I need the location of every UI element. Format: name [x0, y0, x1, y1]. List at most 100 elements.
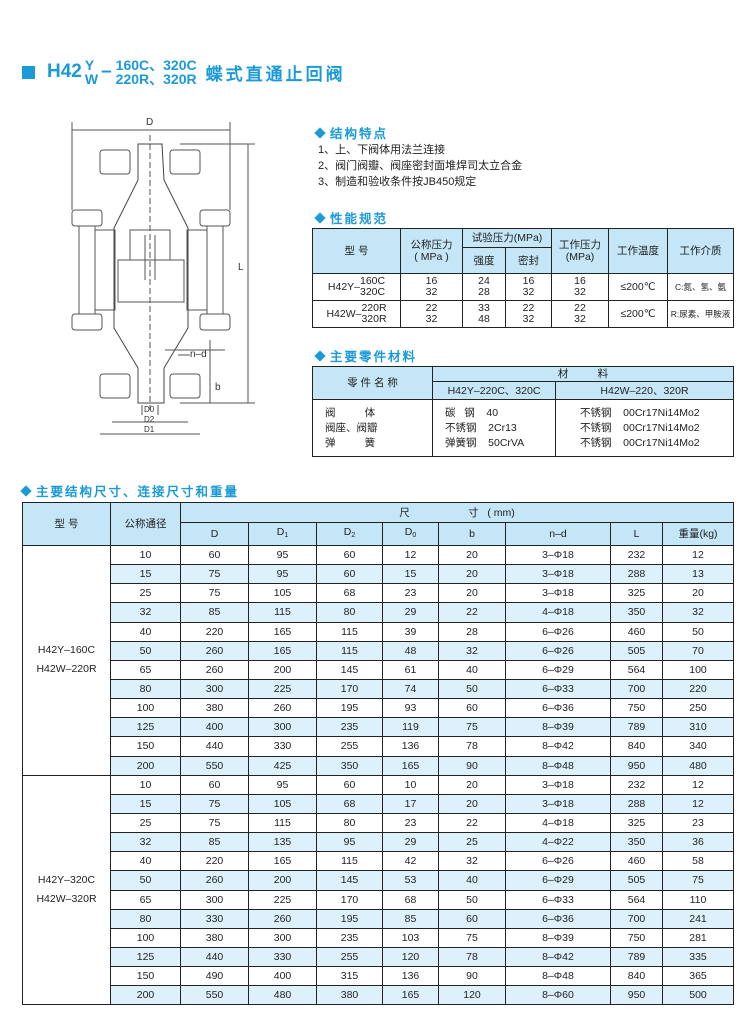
- table-cell: 40: [110, 851, 181, 872]
- table-cell: 145: [316, 659, 383, 680]
- table-cell: 750: [610, 698, 663, 719]
- table-cell: 60: [316, 544, 383, 566]
- table-cell: 4–Φ18: [505, 812, 611, 834]
- table-cell: 700: [610, 908, 663, 929]
- working-cell: 22 32: [551, 300, 609, 328]
- label-D1: D1: [144, 425, 155, 434]
- table-cell: 32: [438, 640, 506, 661]
- table-cell: 120: [438, 985, 506, 1006]
- table-cell: 8–Φ42: [505, 736, 611, 757]
- label-D2: D2: [144, 415, 155, 424]
- table-cell: 135: [248, 832, 317, 853]
- table-cell: 220: [180, 851, 249, 872]
- table-cell: 425: [248, 755, 317, 776]
- table-cell: 165: [248, 621, 317, 642]
- table-cell: 25: [110, 583, 181, 604]
- table-cell: 200: [248, 870, 317, 891]
- features-heading: 结构特点: [314, 123, 388, 142]
- table-cell: 48: [382, 640, 439, 661]
- table-row: 40 220 165 115 42 32 6–Φ26 460 58: [23, 851, 734, 872]
- label-b: b: [215, 382, 221, 393]
- table-cell: 23: [662, 812, 734, 834]
- table-cell: 380: [180, 927, 249, 948]
- table-cell: 23: [382, 583, 439, 604]
- table-cell: 255: [316, 736, 383, 757]
- performance-row: H42W– 220R 320R 22 32 33 48 22 32 22 32 ≤200℃ R:尿素、甲…: [312, 300, 734, 328]
- label-D0: D0: [144, 405, 155, 414]
- table-cell: 3–Φ18: [505, 774, 611, 795]
- table-cell: 115: [316, 851, 383, 872]
- table-cell: 60: [438, 908, 506, 929]
- table-cell: 350: [610, 602, 663, 623]
- table-cell: 78: [438, 736, 506, 757]
- table-cell: 103: [382, 927, 439, 948]
- table-cell: 105: [248, 793, 317, 814]
- table-cell: 241: [662, 908, 734, 929]
- table-cell: 20: [438, 793, 506, 814]
- table-cell: 150: [110, 966, 181, 987]
- dimensions-heading: 主要结构尺寸、连接尺寸和重量: [20, 481, 239, 500]
- table-cell: 74: [382, 678, 439, 700]
- table-cell: 100: [110, 698, 181, 719]
- table-cell: 25: [110, 812, 181, 834]
- table-cell: 8–Φ39: [505, 717, 611, 738]
- table-cell: 85: [180, 602, 249, 623]
- table-cell: 789: [610, 946, 663, 968]
- table-cell: 6–Φ29: [505, 870, 611, 891]
- table-cell: 235: [316, 927, 383, 948]
- material-item: 不锈钢 00Cr17Ni14Mo2: [580, 406, 700, 419]
- table-cell: 70: [662, 640, 734, 661]
- table-cell: 700: [610, 678, 663, 700]
- nominal-cell: 22 32: [400, 300, 463, 328]
- table-cell: 29: [382, 832, 439, 853]
- table-cell: 22: [438, 812, 506, 834]
- table-row: 25 75 105 68 23 20 3–Φ18 325 20: [23, 583, 734, 604]
- table-cell: 65: [110, 659, 181, 680]
- table-cell: 61: [382, 659, 439, 680]
- table-cell: 335: [662, 946, 734, 968]
- model-group-cell: H42Y–160C H42W–220R: [22, 545, 111, 776]
- table-cell: 950: [610, 755, 663, 776]
- table-cell: 4–Φ18: [505, 602, 611, 623]
- table-cell: 3–Φ18: [505, 793, 611, 814]
- table-cell: 8–Φ48: [505, 966, 611, 987]
- table-cell: 28: [438, 621, 506, 642]
- table-cell: 75: [438, 717, 506, 738]
- seal-cell: 22 32: [505, 300, 552, 328]
- table-cell: 60: [438, 698, 506, 719]
- table-cell: 750: [610, 927, 663, 948]
- table-cell: 3–Φ18: [505, 583, 611, 604]
- table-cell: 170: [316, 678, 383, 700]
- table-cell: 8–Φ48: [505, 755, 611, 776]
- table-cell: 255: [316, 946, 383, 968]
- table-cell: 95: [248, 774, 317, 795]
- table-cell: 300: [248, 717, 317, 738]
- table-cell: 165: [248, 640, 317, 661]
- table-cell: 20: [438, 564, 506, 585]
- table-cell: 80: [110, 678, 181, 700]
- table-cell: 32: [110, 602, 181, 623]
- table-cell: 235: [316, 717, 383, 738]
- table-cell: 22: [438, 602, 506, 623]
- table-cell: 40: [438, 659, 506, 680]
- table-cell: 32: [662, 602, 734, 623]
- table-cell: 65: [110, 889, 181, 910]
- performance-row: H42Y– 160C 320C 16 32 24 28 16 32 16 32 ≤200℃ C:氮、氢、…: [312, 273, 734, 301]
- table-cell: 80: [316, 812, 383, 834]
- seal-cell: 16 32: [505, 273, 552, 301]
- table-row: 80 330 260 195 85 60 6–Φ36 700 241: [23, 908, 734, 929]
- table-cell: 60: [316, 564, 383, 585]
- performance-table: 型 号公称压力( MPa ) 试验压力(MPa) 工作压力 (MPa) 工作温度 工作介质…: [312, 228, 734, 328]
- materials-heading: 主要零件材料: [314, 346, 417, 365]
- table-cell: 165: [382, 985, 439, 1006]
- table-cell: 500: [662, 985, 734, 1006]
- table-cell: 12: [382, 544, 439, 566]
- table-cell: 39: [382, 621, 439, 642]
- table-row: H42Y–160C H42W–220R 10 60 95 60 12 20 3–Φ18 232 12: [22, 544, 734, 776]
- table-cell: 136: [382, 966, 439, 987]
- table-cell: 145: [316, 870, 383, 891]
- table-cell: 75: [662, 870, 734, 891]
- table-cell: 42: [382, 851, 439, 872]
- table-cell: 281: [662, 927, 734, 948]
- table-cell: 125: [110, 946, 181, 968]
